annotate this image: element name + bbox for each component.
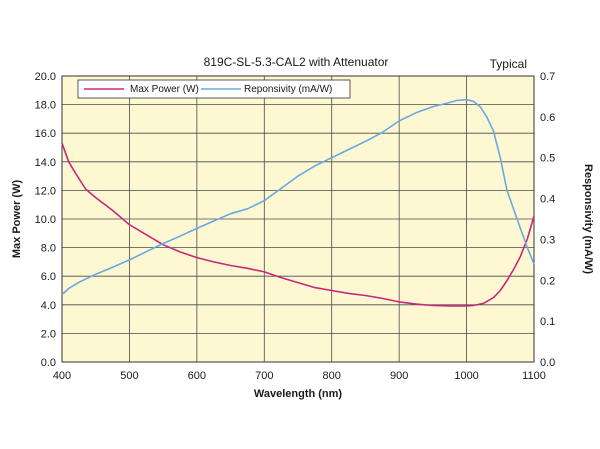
series-line-max-power <box>61 142 535 307</box>
x-tick-label: 600 <box>188 370 206 382</box>
plot-border <box>61 75 535 363</box>
y-tick-label: 10.0 <box>35 214 56 226</box>
y2-tick-label: 0.5 <box>540 153 555 165</box>
y-tick-label: 16.0 <box>35 128 56 140</box>
y-tick-label: 12.0 <box>35 185 56 197</box>
y-tick-label: 2.0 <box>41 328 56 340</box>
x-tick-label: 400 <box>53 370 71 382</box>
y-tick-label: 8.0 <box>41 243 56 255</box>
y2-tick-labels: 0.0 0.1 0.2 0.3 0.4 0.5 0.6 0.7 <box>540 71 555 369</box>
chart-title: 819C-SL-5.3-CAL2 with Attenuator <box>204 55 389 69</box>
series-line-responsivity <box>61 98 535 296</box>
typical-annotation: Typical <box>490 57 527 71</box>
y-tick-label: 6.0 <box>41 271 56 283</box>
y2-tick-label: 0.6 <box>540 112 555 124</box>
y-tick-labels: 0.0 2.0 4.0 6.0 8.0 10.0 12.0 14.0 16.0 18.0 20.0 <box>35 71 56 369</box>
y-tick-label: 0.0 <box>41 357 56 369</box>
legend-label-max-power: Max Power (W) <box>130 84 199 95</box>
x-axis-title: Wavelength (nm) <box>254 388 343 400</box>
x-tick-label: 700 <box>255 370 273 382</box>
y-tick-label: 14.0 <box>35 157 56 169</box>
x-tick-label: 1100 <box>522 370 546 382</box>
series-lines <box>61 98 535 307</box>
y-tick-label: 20.0 <box>35 71 56 83</box>
legend-label-responsivity: Reponsivity (mA/W) <box>244 84 332 95</box>
x-tick-label: 1000 <box>454 370 478 382</box>
y-tick-label: 4.0 <box>41 300 56 312</box>
y2-tick-label: 0.3 <box>540 234 555 246</box>
y2-tick-label: 0.4 <box>540 194 555 206</box>
y2-tick-label: 0.0 <box>540 357 555 369</box>
y2-tick-label: 0.2 <box>540 275 555 287</box>
y-tick-label: 18.0 <box>35 100 56 112</box>
x-tick-label: 900 <box>390 370 408 382</box>
y2-axis-title: Responsivity (mA/W) <box>582 164 594 274</box>
y2-tick-label: 0.1 <box>540 316 555 328</box>
x-tick-labels: 400 500 600 700 800 900 1000 1100 <box>53 370 546 382</box>
y-axis-title: Max Power (W) <box>11 180 23 259</box>
y2-tick-label: 0.7 <box>540 71 555 83</box>
x-tick-label: 500 <box>120 370 138 382</box>
x-tick-label: 800 <box>323 370 341 382</box>
